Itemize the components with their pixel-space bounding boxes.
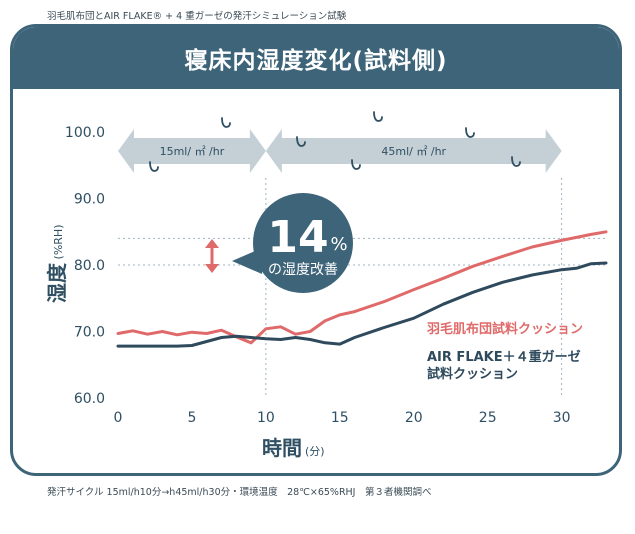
x-tick-label: 20 [405, 410, 423, 426]
chart-title: 寝床内湿度変化(試料側) [184, 48, 448, 74]
x-tick-label: 0 [114, 410, 123, 426]
badge-unit: % [330, 234, 347, 255]
x-tick-label: 5 [187, 410, 196, 426]
improvement-indicator [205, 239, 219, 273]
y-tick-label: 90.0 [74, 192, 105, 208]
sweat-drop-icon [221, 117, 231, 128]
tick-labels: 0 5 10 15 20 25 30 60.0 70.0 80.0 90.0 100.0 [65, 125, 571, 426]
x-tick-label: 10 [257, 410, 275, 426]
legend-down: 羽毛肌布団試料クッション [427, 321, 583, 337]
phase-label: 45ml/ ㎡ /hr [381, 145, 446, 158]
sweat-drops [149, 111, 521, 172]
y-tick-label: 80.0 [74, 258, 105, 274]
sweat-drop-icon [296, 136, 306, 147]
x-tick-label: 25 [479, 410, 497, 426]
sweat-drop-icon [373, 111, 383, 122]
sweat-drop-icon [465, 127, 475, 138]
caption-bottom: 発汗サイクル 15ml/h10分→h45ml/h30分・環境温度 28℃×65%… [47, 487, 432, 498]
legend-air-line2: 試料クッション [427, 366, 518, 382]
y-tick-label: 60.0 [74, 391, 105, 407]
reference-lines [118, 178, 606, 398]
y-tick-label: 100.0 [65, 125, 105, 141]
phase-label: 15ml/ ㎡ /hr [160, 145, 225, 158]
y-axis-unit: (%RH) [52, 225, 65, 260]
sweat-drop-icon [149, 161, 159, 172]
series-lines [116, 230, 608, 348]
y-axis-title: 湿度 [45, 262, 69, 303]
x-tick-label: 15 [331, 410, 349, 426]
phase-arrow [118, 129, 266, 173]
y-tick-label: 70.0 [74, 325, 105, 341]
badge-value: 14 [267, 212, 328, 263]
phase-arrows: 15ml/ ㎡ /hr 45ml/ ㎡ /hr [118, 129, 562, 173]
caption-top: 羽毛肌布団とAIR FLAKE® + 4 重ガーゼの発汗シミュレーション試験 [47, 11, 347, 22]
phase-arrow [265, 129, 562, 173]
series-line-1 [116, 261, 608, 348]
x-tick-label: 30 [553, 410, 571, 426]
series-line-0 [116, 230, 608, 345]
sweat-drop-icon [511, 156, 521, 167]
badge-text: の湿度改善 [268, 262, 338, 278]
improvement-badge: 14 % の湿度改善 [232, 193, 353, 293]
x-axis-title: 時間 [262, 436, 302, 460]
legend-air-line1: AIR FLAKE＋４重ガーゼ [427, 349, 581, 365]
sweat-drop-icon [351, 159, 361, 170]
card-header: 寝床内湿度変化(試料側) [13, 27, 619, 89]
x-axis-unit: (分) [305, 445, 325, 458]
